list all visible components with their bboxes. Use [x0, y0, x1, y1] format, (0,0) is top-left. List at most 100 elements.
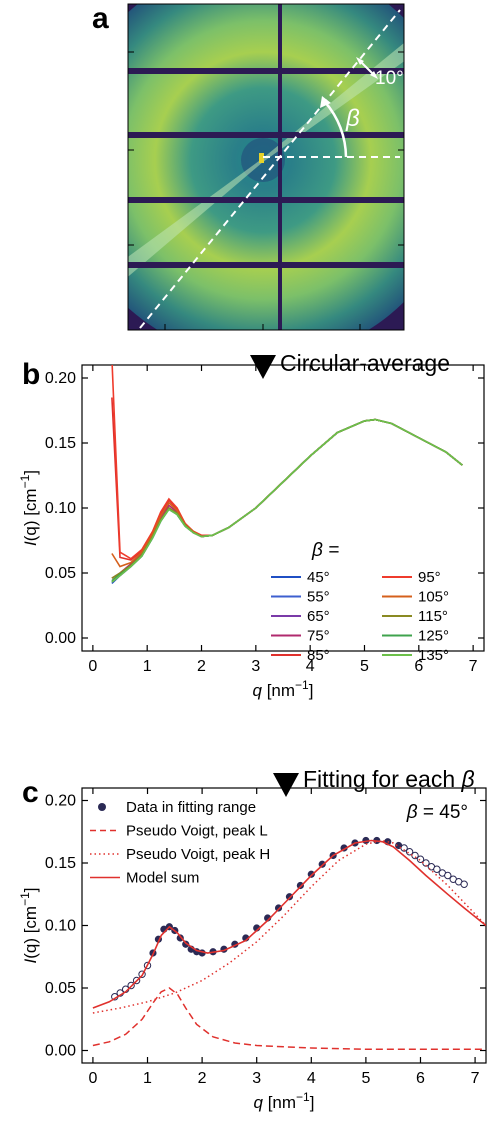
chart-c-annotation: β = 45°: [406, 802, 468, 823]
panel-label-c: c: [22, 776, 39, 809]
chart-c-x-axis-unit: [nm: [263, 1093, 296, 1112]
chart-b-x-tick-label: 2: [197, 658, 206, 675]
chart-b-series-line: [111, 418, 463, 579]
chart-c-data-outside-point: [433, 865, 441, 873]
chart-c-data-outside-point: [460, 880, 468, 888]
chart-c-data-outside-point: [416, 855, 425, 863]
chart-b-x-axis-exp: −1: [295, 678, 309, 692]
chart-b-legend-label: 95°: [418, 569, 441, 586]
chart-b-legend-label: 65°: [307, 608, 330, 625]
chart-c-model-line: [92, 839, 486, 1009]
chart-c-data-fit-point: [182, 940, 190, 948]
chart-b-y-tick-label: 0.05: [45, 565, 76, 582]
step-circular-average: Circular-average: [280, 350, 451, 376]
chart-c-x-tick-label: 4: [307, 1070, 316, 1087]
chart-b-y-axis-arg: (q) [cm: [21, 488, 40, 541]
chart-c-legend-marker: [98, 803, 106, 811]
step-fitting-symbol: β: [461, 766, 475, 792]
chart-c-data-fit-point: [264, 914, 272, 922]
chart-b-legend-label: 105°: [418, 589, 449, 606]
chart-c-x-tick-label: 3: [252, 1070, 261, 1087]
chart-c-x-axis-exp: −1: [296, 1090, 310, 1104]
chart-c-x-tick-label: 5: [361, 1070, 370, 1087]
chart-b-series-line: [111, 418, 463, 582]
chart-b-y-tick-label: 0.00: [45, 630, 76, 647]
chart-c-data-fit-point: [285, 893, 294, 901]
chart-c-data-fit-point: [274, 904, 283, 912]
chart-b-legend-label: 115°: [418, 608, 448, 625]
step-arrow-down-icon: [250, 355, 276, 379]
chart-b-y-tick-label: 0.15: [45, 435, 76, 452]
chart-b-y-axis-var: I: [21, 541, 40, 546]
chart-c-legend-label: Model sum: [126, 870, 199, 887]
chart-b-series-line: [111, 418, 463, 568]
chart-b-x-axis-close: ]: [309, 681, 314, 700]
chart-c-x-axis-label: q [nm−1]: [254, 1090, 315, 1112]
chart-c-series-group: [92, 836, 486, 1051]
chart-c-y-tick-label: 0.05: [45, 980, 76, 997]
chart-c-annotation-symbol: β: [406, 802, 418, 823]
chart-b-legend-label: 55°: [307, 589, 330, 606]
chart-b-series-line: [111, 418, 463, 579]
beta-angle-label: β: [345, 105, 360, 132]
wedge-angle-label: 10°: [375, 68, 404, 89]
chart-b-legend-label: 75°: [307, 628, 330, 645]
chart-b: 0 1 2 3 4 5 6 70.000.050.100.150.20q [nm−1]I(q)…: [18, 364, 485, 700]
chart-b-series-line: [111, 418, 463, 584]
chart-c-y-axis-exp: −1: [18, 892, 32, 906]
chart-b-x-tick-label: 4: [306, 658, 315, 675]
chart-c-legend-label: Pseudo Voigt, peak H: [126, 846, 270, 863]
chart-b-x-axis-label: q [nm−1]: [253, 678, 314, 700]
chart-c: 0 1 2 3 4 5 6 70.000.050.100.150.20q [nm−1]I(q)…: [18, 787, 487, 1112]
chart-c-peak-h-line: [92, 839, 486, 1014]
chart-b-y-axis-label: I(q) [cm−1]: [18, 470, 40, 546]
chart-b-series-line: [111, 418, 463, 583]
chart-b-series-line: [111, 365, 463, 560]
chart-b-series-line: [111, 418, 463, 582]
chart-c-y-axis-var: I: [21, 959, 40, 964]
detector-image: 10° β: [127, 3, 405, 331]
chart-c-y-axis-arg: (q) [cm: [21, 906, 40, 959]
chart-c-legend-label: Pseudo Voigt, peak L: [126, 823, 268, 840]
chart-c-data-fit-point: [318, 860, 326, 868]
chart-c-x-tick-label: 6: [416, 1070, 425, 1087]
chart-b-x-tick-label: 7: [469, 658, 478, 675]
chart-b-x-tick-label: 3: [251, 658, 260, 675]
chart-b-x-tick-label: 0: [88, 658, 97, 675]
chart-c-y-tick-label: 0.00: [45, 1043, 76, 1060]
chart-c-x-axis-close: ]: [310, 1093, 315, 1112]
chart-b-y-axis-close: ]: [21, 470, 40, 475]
chart-b-y-axis-exp: −1: [18, 474, 32, 488]
chart-c-y-tick-label: 0.15: [45, 855, 76, 872]
chart-b-x-tick-label: 6: [414, 658, 423, 675]
chart-b-legend-label: 135°: [418, 647, 449, 664]
chart-c-x-tick-label: 2: [198, 1070, 207, 1087]
chart-c-y-tick-label: 0.20: [45, 793, 76, 810]
chart-b-series-group: [111, 365, 463, 584]
chart-b-legend-label: 85°: [307, 647, 330, 664]
chart-b-y-tick-label: 0.10: [45, 500, 76, 517]
chart-b-x-tick-label: 5: [360, 658, 369, 675]
chart-c-y-axis-close: ]: [21, 887, 40, 892]
chart-c-x-axis-var: q: [254, 1093, 264, 1112]
chart-c-x-tick-label: 0: [88, 1070, 97, 1087]
chart-b-x-tick-label: 1: [143, 658, 152, 675]
chart-c-y-tick-label: 0.10: [45, 918, 76, 935]
chart-b-x-axis-unit: [nm: [262, 681, 295, 700]
chart-b-series-line: [111, 418, 463, 583]
chart-c-annotation-value: = 45°: [418, 802, 468, 823]
panel-label-a: a: [92, 2, 109, 35]
chart-c-y-axis-label: I(q) [cm−1]: [18, 887, 40, 963]
step-arrow-down-icon-2: [273, 773, 299, 797]
chart-b-x-axis-var: q: [253, 681, 263, 700]
chart-c-legend-label: Data in fitting range: [126, 799, 256, 816]
chart-c-x-tick-label: 7: [471, 1070, 480, 1087]
chart-b-legend-title: β =: [311, 540, 339, 561]
chart-c-data-fit-point: [296, 881, 304, 890]
chart-b-legend-label: 125°: [418, 628, 449, 645]
chart-b-y-tick-label: 0.20: [45, 370, 76, 387]
chart-c-data-fit-point: [307, 870, 315, 878]
chart-c-peak-l-line: [92, 987, 486, 1051]
chart-c-x-tick-label: 1: [143, 1070, 152, 1087]
chart-c-data-outside-point: [444, 871, 452, 880]
